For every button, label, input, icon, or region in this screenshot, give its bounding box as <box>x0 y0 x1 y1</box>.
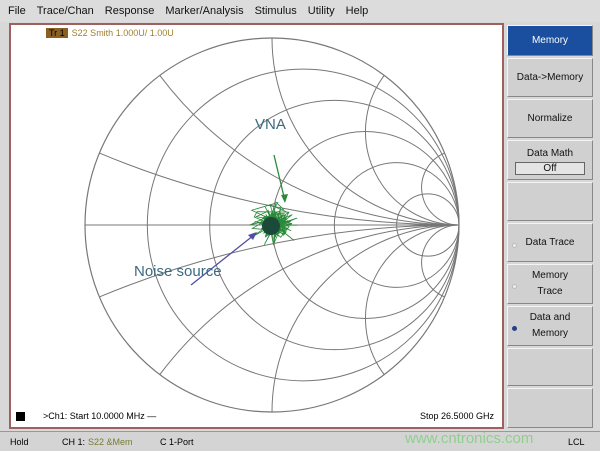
vna-label: VNA <box>255 116 286 133</box>
trace-cluster-core <box>262 217 280 235</box>
noise-arrow <box>190 234 255 286</box>
trace-label[interactable]: Tr 1 S22 Smith 1.000U/ 1.00U <box>46 28 174 38</box>
data-trace-label: Data Trace <box>525 236 575 248</box>
channel-status: CH 1: <box>62 436 86 447</box>
watermark: www.cntronics.com <box>405 430 534 447</box>
softkey-panel: Memory Data->Memory Normalize Data Math … <box>507 23 595 431</box>
memory-trace-button[interactable]: Memory Trace <box>507 264 593 304</box>
reactance-arc <box>365 75 460 226</box>
normalize-button[interactable]: Normalize <box>507 99 593 138</box>
menu-marker-analysis[interactable]: Marker/Analysis <box>165 5 244 17</box>
reactance-arc <box>365 224 460 375</box>
start-frequency: >Ch1: Start 10.0000 MHz — <box>43 411 157 421</box>
memory-menu-title: Memory <box>507 25 593 56</box>
reactance-arc <box>271 224 460 413</box>
reactance-arc <box>159 224 460 375</box>
reactance-arc <box>421 224 460 298</box>
data-and-memory-label: Data and <box>529 312 571 323</box>
memory-trace-label: Memory <box>531 270 569 281</box>
measurement-status: S22 &Mem <box>88 436 133 447</box>
reactance-arc <box>271 37 460 226</box>
trace-tag: Tr 1 <box>46 28 68 38</box>
stop-frequency: Stop 26.5000 GHz <box>419 411 494 421</box>
data-math-label: Data Math <box>526 147 574 159</box>
radio-icon <box>512 284 517 289</box>
calibration-status: C 1-Port <box>160 436 194 447</box>
memory-trace-label: Trace <box>537 286 563 297</box>
channel-indicator <box>16 411 25 421</box>
vna-arrow <box>273 154 286 202</box>
reference-status: LCL <box>568 437 585 447</box>
radio-selected-icon <box>512 326 517 331</box>
data-and-memory-label: Memory <box>531 328 569 339</box>
noise-arrowhead-icon <box>248 232 257 240</box>
menu-bar: File Trace/Chan Response Marker/Analysis… <box>0 0 600 22</box>
radio-icon <box>512 242 517 248</box>
data-math-button[interactable]: Data Math Off <box>507 140 593 180</box>
resistance-circle <box>396 193 460 257</box>
empty-softkey <box>507 348 593 386</box>
trace-format: S22 Smith 1.000U/ 1.00U <box>71 28 174 38</box>
stimulus-start: >Ch1: Start 10.0000 MHz — <box>16 411 156 421</box>
menu-file[interactable]: File <box>8 5 26 17</box>
menu-response[interactable]: Response <box>104 5 155 17</box>
reactance-arc <box>421 152 460 226</box>
data-to-memory-button[interactable]: Data->Memory <box>507 58 593 97</box>
smith-chart: VNA Noise source <box>84 37 460 413</box>
status-bar: Hold CH 1: S22 &Mem C 1-Port LCL <box>0 431 600 451</box>
menu-stimulus[interactable]: Stimulus <box>254 5 297 17</box>
menu-utility[interactable]: Utility <box>307 5 335 17</box>
empty-softkey <box>507 182 593 221</box>
hold-status: Hold <box>10 436 29 447</box>
smith-chart-window[interactable]: VNA Noise source Tr 1 S22 Smith 1.000U/ 1… <box>9 23 504 429</box>
vna-arrowhead-icon <box>281 194 288 203</box>
reactance-arc <box>99 224 460 298</box>
noise-source-label: Noise source <box>134 263 222 280</box>
menu-help[interactable]: Help <box>345 5 369 17</box>
data-and-memory-button[interactable]: Data and Memory <box>507 306 593 346</box>
empty-softkey <box>507 388 593 428</box>
data-math-value: Off <box>515 161 585 175</box>
data-trace-button[interactable]: Data Trace <box>507 223 593 262</box>
reactance-arc <box>159 75 460 226</box>
menu-trace-chan[interactable]: Trace/Chan <box>36 5 94 17</box>
